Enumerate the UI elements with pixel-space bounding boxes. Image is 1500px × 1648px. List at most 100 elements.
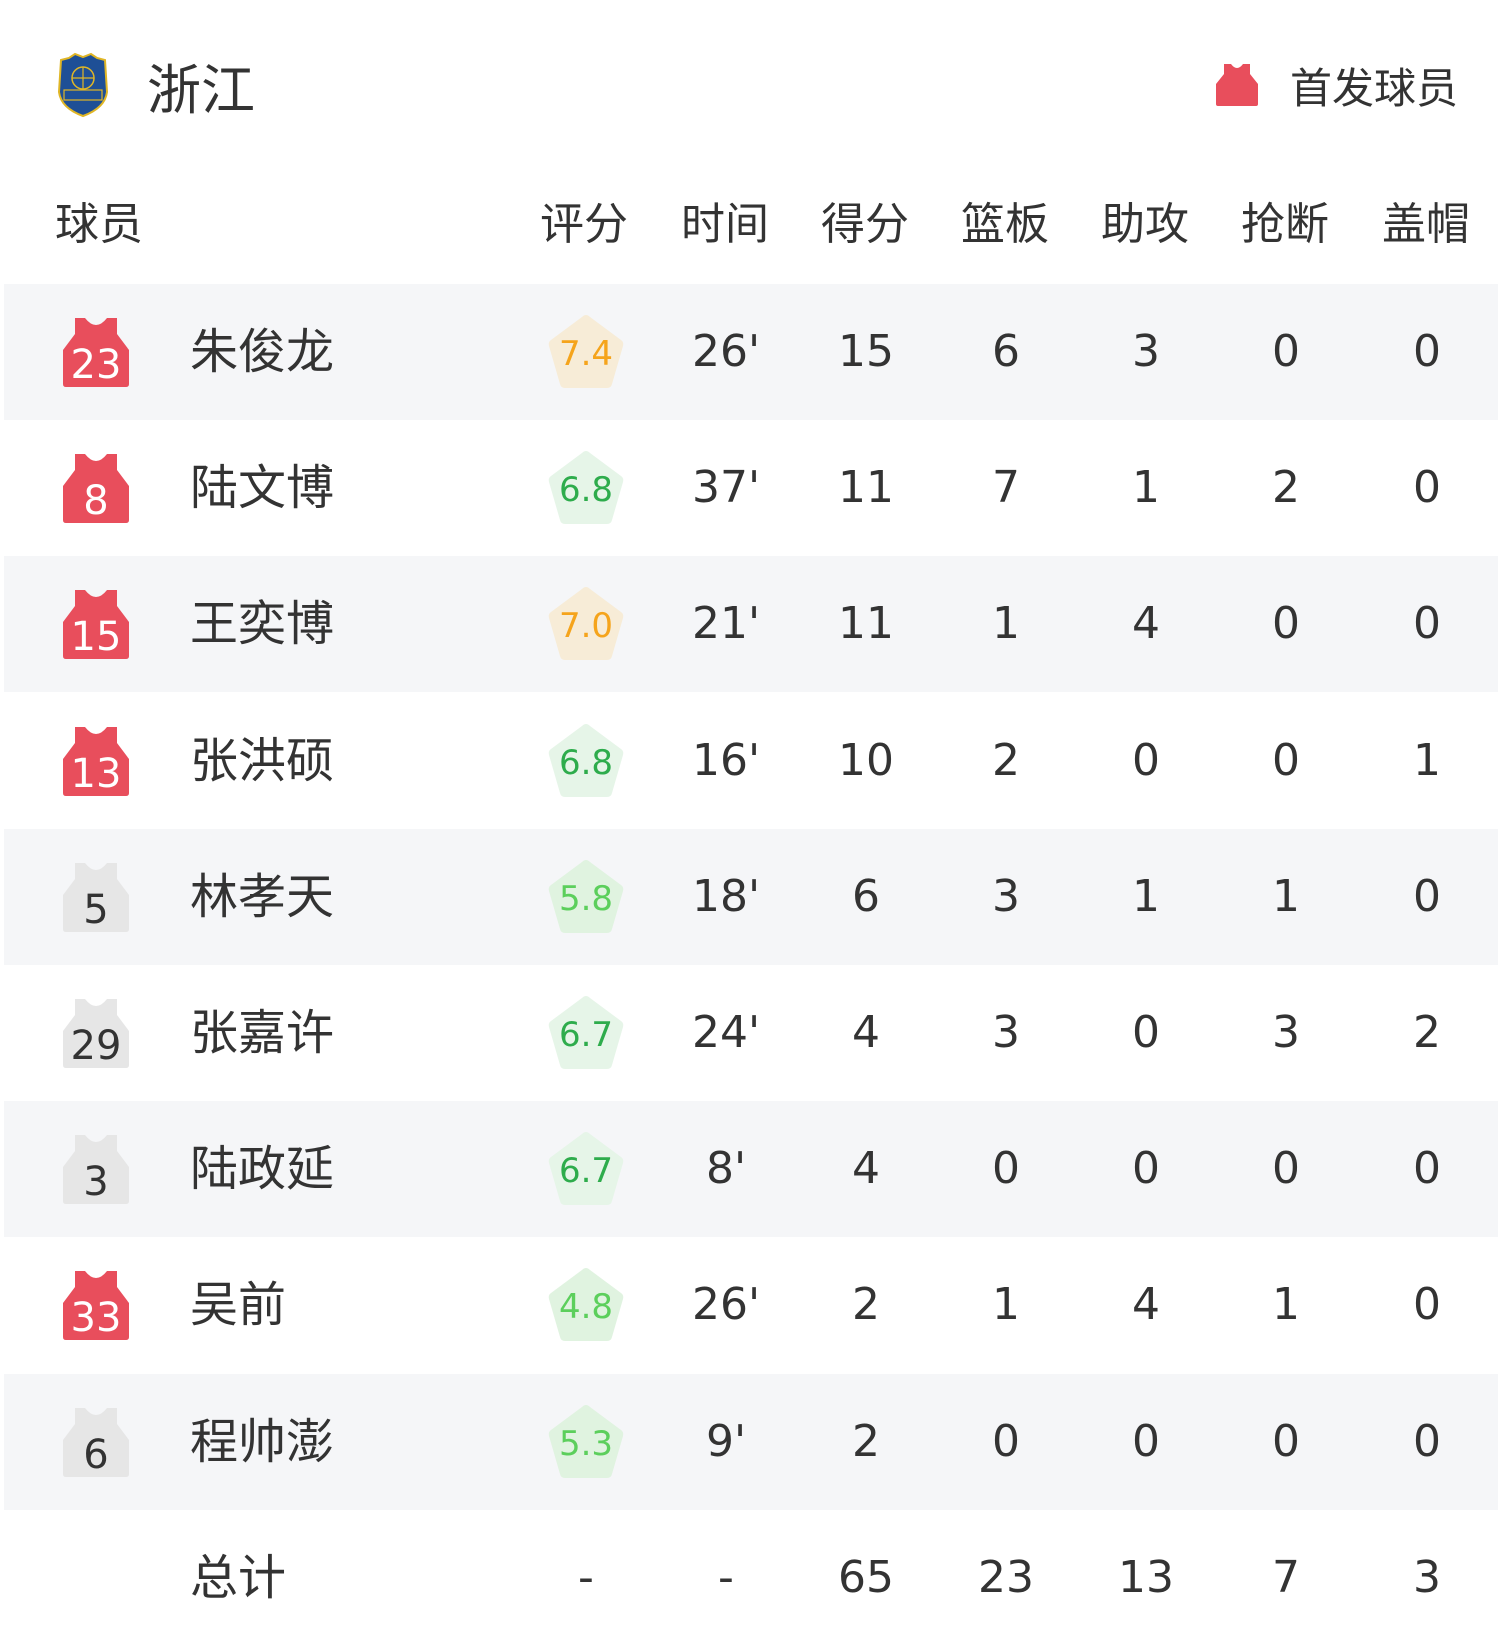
header-points: 得分 bbox=[821, 199, 909, 250]
pentagon-icon bbox=[548, 1404, 624, 1478]
rating-value: 4.8 bbox=[558, 1287, 614, 1328]
bench-jersey-icon: 29 bbox=[61, 997, 131, 1069]
stat-rebounds: 3 bbox=[992, 1007, 1020, 1058]
header-time: 时间 bbox=[681, 199, 769, 250]
stat-assists: 0 bbox=[1132, 1415, 1160, 1467]
pentagon-icon bbox=[548, 1268, 624, 1342]
rating-value: 6.7 bbox=[558, 1151, 614, 1192]
stat-steals: 0 bbox=[1272, 734, 1300, 786]
stat-assists: 1 bbox=[1132, 870, 1160, 922]
jersey-number: 33 bbox=[70, 1295, 122, 1342]
starter-jersey-icon: 8 bbox=[61, 452, 131, 524]
stat-steals: 3 bbox=[1272, 1007, 1300, 1058]
player-row[interactable]: 15 王奕博 7.0 21' 11 1 4 0 0 bbox=[4, 556, 1498, 693]
player-name[interactable]: 吴前 bbox=[190, 1277, 287, 1334]
player-row[interactable]: 33 吴前 4.8 26' 2 1 4 1 0 bbox=[4, 1237, 1498, 1373]
pentagon-icon bbox=[548, 587, 624, 661]
player-name[interactable]: 陆文博 bbox=[190, 460, 335, 517]
totals-label: 总计 bbox=[190, 1550, 287, 1606]
rating-badge: 5.3 bbox=[546, 1402, 626, 1482]
player-row[interactable]: 13 张洪硕 6.8 16' 10 2 0 0 1 bbox=[4, 693, 1498, 829]
stat-rebounds: 1 bbox=[992, 1279, 1020, 1331]
stat-rebounds: 7 bbox=[992, 462, 1020, 514]
starter-jersey-icon: 15 bbox=[61, 588, 131, 660]
stat-points: 15 bbox=[838, 326, 894, 377]
stat-blocks: 0 bbox=[1413, 1415, 1441, 1467]
player-row[interactable]: 23 朱俊龙 7.4 26' 15 6 3 0 0 bbox=[4, 284, 1498, 420]
player-name[interactable]: 陆政延 bbox=[190, 1141, 335, 1198]
rating-value: 6.7 bbox=[558, 1015, 614, 1055]
jersey-number: 15 bbox=[70, 614, 122, 661]
header-rebounds: 篮板 bbox=[961, 199, 1049, 250]
stat-time: 18' bbox=[691, 870, 761, 922]
player-row[interactable]: 29 张嘉许 6.7 24' 4 3 0 3 2 bbox=[4, 965, 1498, 1101]
table-header: 球员 评分 时间 得分 篮板 助攻 抢断 盖帽 bbox=[0, 190, 1500, 260]
pentagon-icon bbox=[548, 996, 624, 1069]
player-name[interactable]: 张洪硕 bbox=[190, 732, 335, 789]
player-name[interactable]: 林孝天 bbox=[190, 868, 335, 925]
bench-jersey-icon: 3 bbox=[61, 1133, 131, 1205]
stat-blocks: 2 bbox=[1413, 1007, 1441, 1058]
stat-time: 21' bbox=[691, 598, 761, 650]
stat-steals: 1 bbox=[1272, 1279, 1300, 1331]
stat-assists: 4 bbox=[1132, 598, 1160, 650]
stat-steals: 0 bbox=[1272, 326, 1300, 377]
player-name[interactable]: 程帅澎 bbox=[190, 1413, 335, 1470]
player-name[interactable]: 朱俊龙 bbox=[190, 324, 335, 380]
header-assists: 助攻 bbox=[1101, 199, 1189, 250]
stat-blocks: 0 bbox=[1413, 1279, 1441, 1331]
bench-jersey-icon: 5 bbox=[61, 861, 131, 933]
stat-assists: 0 bbox=[1132, 1007, 1160, 1058]
stat-assists: 1 bbox=[1132, 462, 1160, 514]
rating-badge: 6.7 bbox=[546, 993, 626, 1073]
starter-jersey-icon: 33 bbox=[61, 1269, 131, 1341]
stat-time: 37' bbox=[691, 462, 761, 514]
player-name[interactable]: 张嘉许 bbox=[190, 1005, 335, 1061]
stat-rebounds: 0 bbox=[992, 1143, 1020, 1195]
totals-steals: 7 bbox=[1272, 1552, 1300, 1603]
jersey-number: 8 bbox=[83, 478, 109, 525]
header-player: 球员 bbox=[55, 199, 143, 250]
stat-assists: 3 bbox=[1132, 326, 1160, 377]
player-row[interactable]: 5 林孝天 5.8 18' 6 3 1 1 0 bbox=[4, 828, 1498, 965]
totals-rating: - bbox=[578, 1552, 594, 1603]
stat-time: 26' bbox=[691, 1279, 761, 1331]
starter-legend: 首发球员 bbox=[1214, 52, 1458, 118]
stat-steals: 0 bbox=[1272, 598, 1300, 650]
player-row[interactable]: 6 程帅澎 5.3 9' 2 0 0 0 0 bbox=[4, 1373, 1498, 1510]
totals-blocks: 3 bbox=[1413, 1552, 1441, 1603]
stat-rebounds: 3 bbox=[992, 870, 1020, 922]
stat-steals: 0 bbox=[1272, 1415, 1300, 1467]
rating-badge: 7.0 bbox=[546, 584, 626, 664]
stat-points: 11 bbox=[838, 598, 894, 650]
stat-points: 4 bbox=[852, 1143, 880, 1195]
team-header: 浙江 bbox=[55, 52, 255, 122]
stat-points: 2 bbox=[852, 1415, 880, 1467]
player-name[interactable]: 王奕博 bbox=[190, 596, 335, 653]
rating-badge: 6.8 bbox=[546, 448, 626, 528]
stat-assists: 0 bbox=[1132, 1143, 1160, 1195]
stat-points: 2 bbox=[852, 1279, 880, 1331]
stat-blocks: 0 bbox=[1413, 462, 1441, 514]
pentagon-icon bbox=[548, 451, 624, 525]
stat-blocks: 0 bbox=[1413, 598, 1441, 650]
rating-value: 6.8 bbox=[558, 470, 614, 511]
stat-steals: 1 bbox=[1272, 870, 1300, 922]
stat-assists: 0 bbox=[1132, 734, 1160, 786]
stat-blocks: 0 bbox=[1413, 1143, 1441, 1195]
stat-rebounds: 6 bbox=[992, 326, 1020, 377]
starter-jersey-icon: 23 bbox=[61, 316, 131, 388]
stat-blocks: 0 bbox=[1413, 870, 1441, 922]
rating-badge: 5.8 bbox=[546, 857, 626, 937]
header-rating: 评分 bbox=[540, 199, 628, 250]
player-row[interactable]: 8 陆文博 6.8 37' 11 7 1 2 0 bbox=[4, 420, 1498, 556]
pentagon-icon bbox=[548, 1132, 624, 1206]
totals-points: 65 bbox=[838, 1552, 894, 1603]
team-name: 浙江 bbox=[147, 58, 255, 122]
pentagon-icon bbox=[548, 315, 624, 388]
rating-value: 7.0 bbox=[558, 606, 614, 647]
rating-value: 7.4 bbox=[558, 334, 614, 374]
stat-time: 9' bbox=[705, 1415, 747, 1467]
player-row[interactable]: 3 陆政延 6.7 8' 4 0 0 0 0 bbox=[4, 1101, 1498, 1238]
header-blocks: 盖帽 bbox=[1382, 199, 1470, 250]
